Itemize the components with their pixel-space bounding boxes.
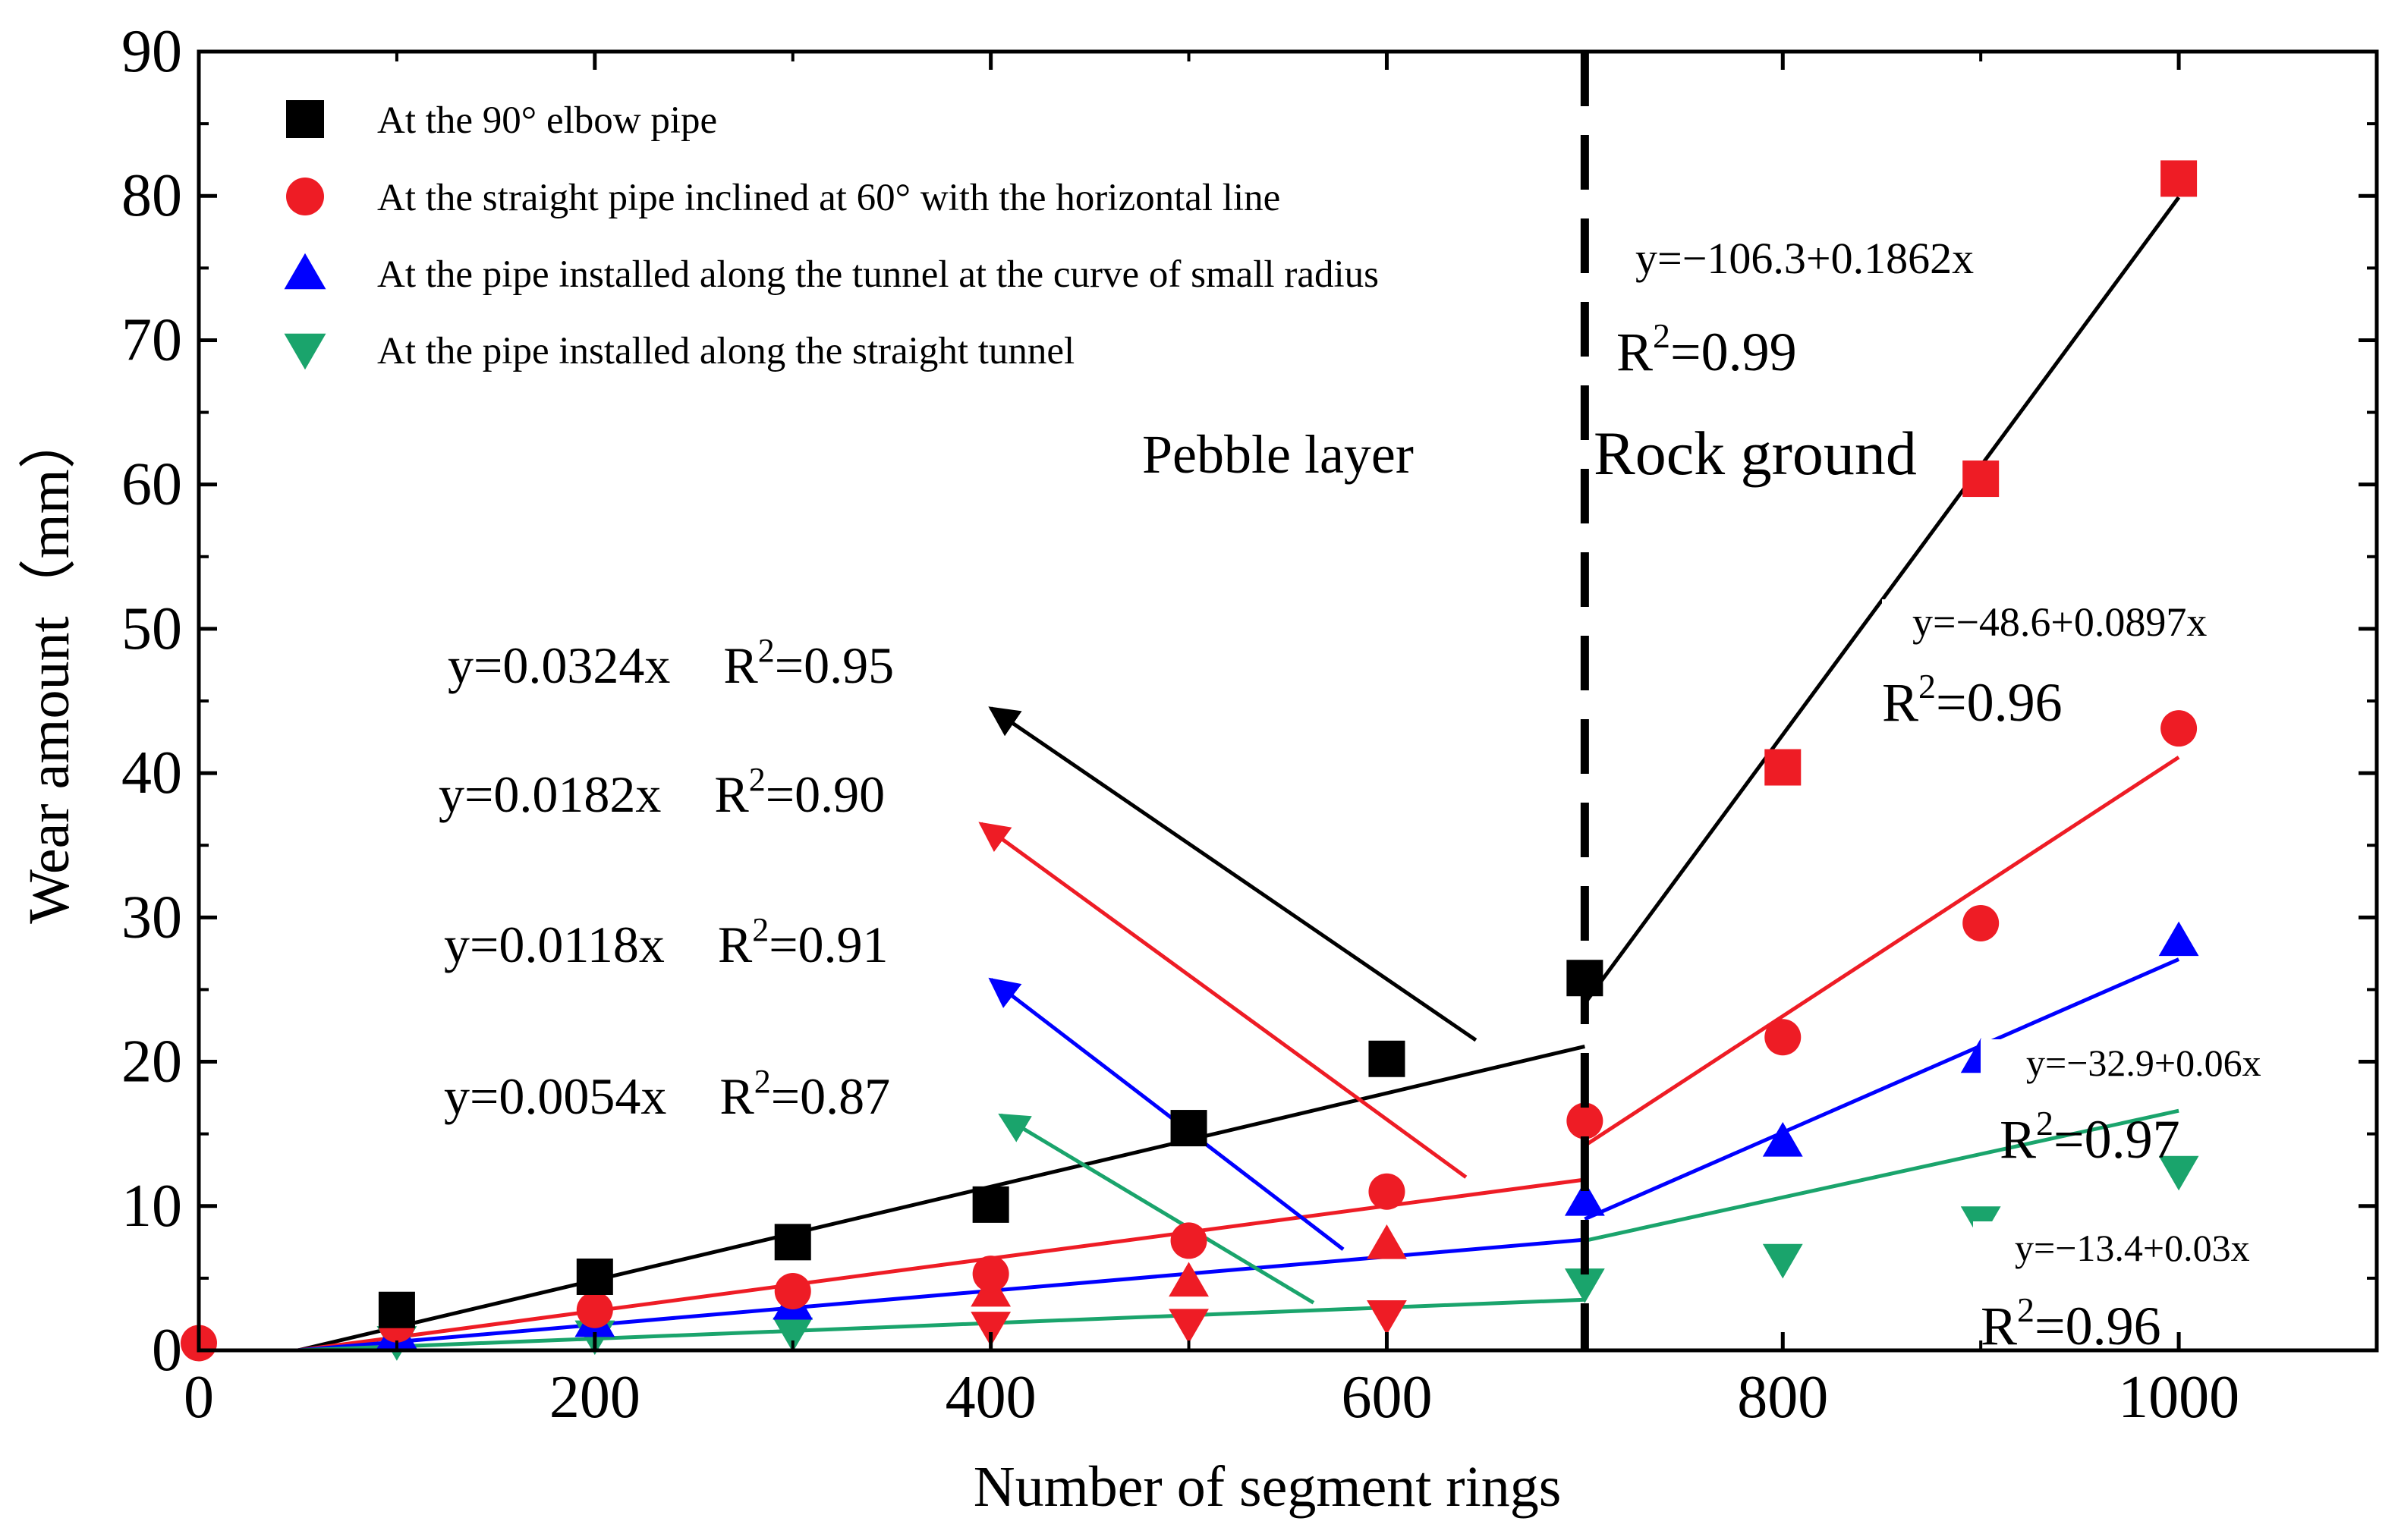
marker-triangle-down (971, 1312, 1012, 1347)
y-tick-label: 80 (121, 162, 182, 229)
legend-label-elbow: At the 90° elbow pipe (377, 99, 717, 142)
fit-line (1583, 756, 2180, 1148)
annotation-arrow (988, 706, 1478, 1042)
y-axis-title: Wear amount（mm） (17, 411, 81, 924)
x-tick-label: 600 (1341, 1364, 1432, 1431)
marker-circle (1170, 1222, 1207, 1259)
fit-lines (297, 196, 2181, 1353)
legend-label-curve: At the pipe installed along the tunnel a… (377, 253, 1379, 296)
region-label-rock: Rock ground (1594, 419, 1917, 488)
fit-line (1583, 196, 2181, 1005)
y-tick-label: 50 (121, 596, 182, 662)
rock-fit-r2-curve: R2=0.97 (2000, 1104, 2180, 1170)
y-tick-label: 20 (121, 1029, 182, 1095)
x-tick-label: 800 (1737, 1364, 1828, 1431)
y-tick-label: 0 (152, 1317, 182, 1384)
legend-label-straight: At the pipe installed along the straight… (377, 330, 1075, 372)
x-tick-label: 200 (549, 1364, 640, 1431)
marker-triangle-down (1169, 1309, 1209, 1344)
marker-square (1764, 749, 1802, 786)
pebble-fit-annotations: y=0.0324x R2=0.95 y=0.0182x R2=0.90 y=0.01… (439, 632, 894, 1125)
x-tick-label: 1000 (2118, 1364, 2239, 1431)
marker-triangle-up (1367, 1224, 1407, 1259)
marker-triangle-up (1762, 1121, 1803, 1157)
rock-fit-r2-inclined: R2=0.96 (1882, 667, 2063, 733)
rock-fit-eq-elbow: y=−106.3+0.1862x (1635, 234, 1974, 283)
annotation-arrow (978, 822, 1468, 1179)
fit-line (297, 1044, 1585, 1353)
annotation-arrow (988, 977, 1345, 1251)
fit-label-elbow: y=0.0324x R2=0.95 (448, 632, 894, 694)
y-tick-label: 70 (121, 306, 182, 373)
fit-label-straight: y=0.0054x R2=0.87 (444, 1063, 890, 1125)
marker-circle (2160, 710, 2198, 747)
marker-circle (1368, 1173, 1405, 1210)
rock-fit-r2-straight: R2=0.96 (1981, 1290, 2161, 1356)
marker-circle (576, 1291, 613, 1328)
marker-circle (972, 1256, 1009, 1293)
marker-triangle-up (2158, 921, 2199, 957)
region-label-pebble: Pebble layer (1142, 424, 1414, 485)
fit-label-inclined: y=0.0182x R2=0.90 (439, 761, 885, 823)
fit-line (297, 1297, 1585, 1353)
marker-circle (286, 178, 324, 215)
marker-triangle-down (2158, 1155, 2199, 1191)
y-tick-label: 10 (121, 1173, 182, 1240)
marker-square (2160, 160, 2198, 197)
marker-circle (1962, 904, 2000, 941)
rock-fit-eq-straight: y=−13.4+0.03x (2015, 1227, 2250, 1269)
fit-label-bg (1882, 599, 2292, 668)
marker-triangle-up (284, 253, 326, 290)
rock-fit-eq-curve: y=−32.9+0.06x (2026, 1042, 2261, 1084)
fit-line (1584, 957, 2180, 1221)
marker-square (1368, 1040, 1405, 1077)
marker-triangle-down (1564, 1268, 1605, 1303)
fit-line (1584, 1108, 2179, 1243)
rock-fit-annotations: y=−106.3+0.1862x R2=0.99 y=−48.6+0.0897x… (1616, 234, 2299, 1356)
annotation-arrow (998, 1113, 1315, 1305)
rock-fit-eq-inclined: y=−48.6+0.0897x (1912, 599, 2207, 645)
fit-label-bg (1973, 1221, 2292, 1282)
fit-label-bg (1981, 1039, 2299, 1100)
marker-square (1170, 1110, 1207, 1147)
y-tick-label: 30 (121, 884, 182, 951)
marker-circle (774, 1273, 811, 1310)
marker-square (378, 1291, 415, 1328)
legend-label-inclined: At the straight pipe inclined at 60° wit… (377, 177, 1280, 219)
x-tick-label: 0 (184, 1364, 214, 1431)
marker-circle (1566, 1102, 1603, 1139)
fit-label-curve: y=0.0118x R2=0.91 (444, 911, 889, 973)
marker-square (286, 100, 324, 138)
annotation-arrows (978, 706, 1478, 1305)
marker-square (972, 1186, 1009, 1223)
x-axis-title: Number of segment rings (974, 1455, 1562, 1519)
marker-triangle-down (773, 1317, 813, 1353)
y-tick-label: 90 (121, 18, 182, 85)
x-tick-label: 400 (946, 1364, 1037, 1431)
y-tick-label: 40 (121, 740, 182, 806)
marker-triangle-up (1169, 1262, 1209, 1297)
fit-line (297, 1177, 1585, 1353)
legend: At the 90° elbow pipe At the straight pi… (284, 99, 1379, 372)
rock-fit-r2-elbow: R2=0.99 (1616, 316, 1797, 382)
axis-ticks: 0 200 400 600 800 1000 0 10 20 30 40 50 60 70 80 90 (121, 18, 2377, 1431)
y-tick-label: 60 (121, 451, 182, 518)
marker-circle (1764, 1019, 1802, 1056)
marker-square (576, 1258, 613, 1295)
marker-triangle-down (284, 333, 326, 370)
marker-triangle-up (1564, 1180, 1605, 1216)
marker-square (774, 1224, 811, 1261)
marker-triangle-down (1762, 1243, 1803, 1279)
marker-square (1962, 460, 2000, 498)
marker-triangle-down (1367, 1300, 1407, 1335)
